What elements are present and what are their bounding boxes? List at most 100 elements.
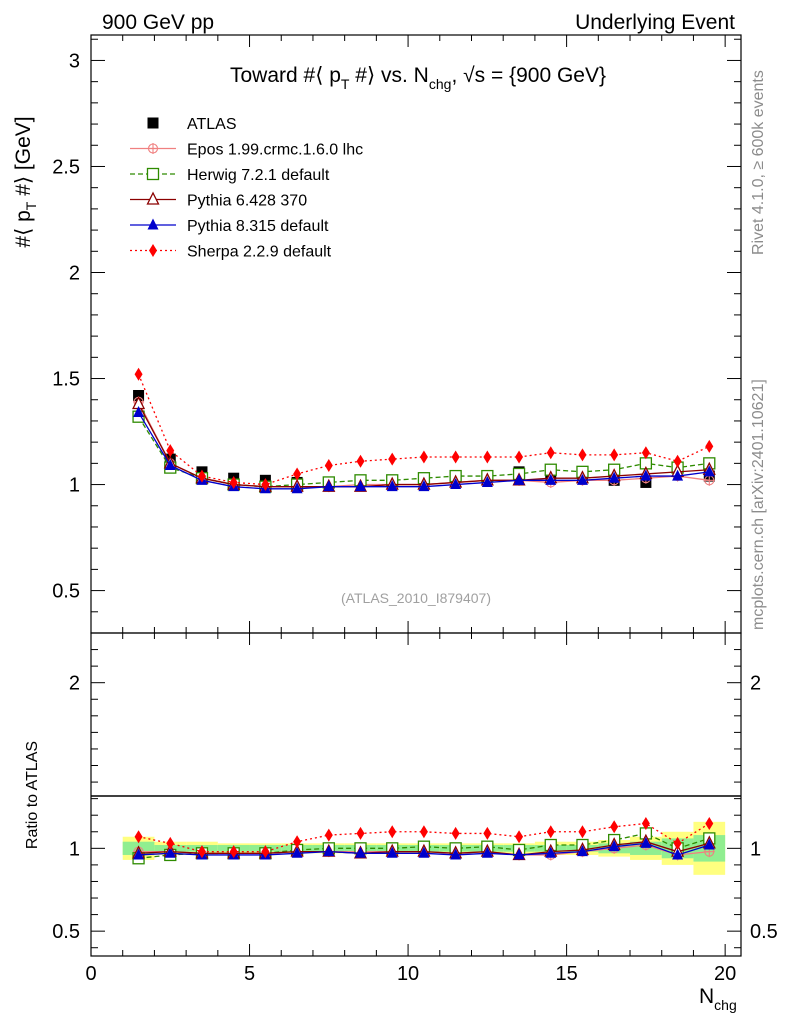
- data-point: [515, 830, 524, 844]
- main-title-a: Toward #⟨ p: [230, 64, 341, 87]
- data-point: [578, 825, 587, 839]
- main-series-4: [133, 405, 715, 494]
- ratio-y-tick-labels: 0.5 0.5 1 1 2 2: [52, 673, 778, 943]
- data-point: [324, 828, 333, 842]
- header-right: Underlying Event: [575, 11, 735, 34]
- legend-marker: [146, 191, 160, 205]
- x-tick-label: 20: [714, 963, 736, 985]
- data-point: [197, 469, 206, 483]
- data-point: [229, 475, 238, 489]
- legend: ATLAS Epos 1.99.crmc.1.6.0 lhc Herwig 7.2.…: [130, 116, 363, 261]
- main-title-c: ,: [451, 64, 463, 87]
- data-point: [134, 830, 143, 844]
- data-point: [133, 848, 145, 860]
- data-point: [703, 465, 715, 477]
- data-point: [419, 825, 428, 839]
- data-point: [672, 848, 684, 860]
- data-point: [386, 846, 398, 858]
- main-series-group: [132, 367, 716, 494]
- main-title-b-sub: chg: [429, 76, 452, 92]
- data-point: [323, 845, 335, 857]
- ratio-series-4: [134, 816, 714, 859]
- data-point: [386, 480, 398, 492]
- legend-marker: [147, 218, 159, 230]
- data-point: [388, 825, 397, 839]
- data-point: [134, 367, 143, 381]
- legend-label: Pythia 6.428 370: [187, 193, 307, 210]
- data-point: [705, 439, 714, 453]
- y-tick-label: 0.5: [52, 581, 80, 603]
- data-point: [640, 469, 652, 481]
- x-tick-label: 15: [555, 963, 577, 985]
- legend-item: Epos 1.99.crmc.1.6.0 lhc: [130, 142, 363, 159]
- ratio-y-tick-label-left: 1: [69, 838, 80, 860]
- data-point: [133, 389, 145, 401]
- x-tick-labels: 0 5 10 15 20: [85, 963, 736, 985]
- rivet-label: Rivet 4.1.0, ≥ 600k events: [750, 70, 767, 255]
- main-title-a-sub: T: [341, 76, 350, 92]
- main-ylabel-a: #⟨ p: [12, 210, 35, 247]
- data-point: [166, 836, 175, 850]
- x-axis-label-sub: chg: [714, 997, 737, 1013]
- data-point: [481, 846, 493, 858]
- ratio-frame: [90, 632, 742, 957]
- ratio-y-tick-label-left: 0.5: [52, 921, 80, 943]
- main-y-tick-labels: 0.5 1 1.5 2 2.5 3: [52, 50, 80, 602]
- main-ylabel-b: #⟩ [GeV]: [12, 116, 35, 201]
- data-point: [513, 848, 525, 860]
- ratio-y-tick-label-right: 0.5: [750, 921, 778, 943]
- header-left: 900 GeV pp: [102, 11, 214, 34]
- legend-label: Sherpa 2.2.9 default: [187, 244, 332, 261]
- data-point: [481, 475, 493, 487]
- legend-item: Sherpa 2.2.9 default: [130, 244, 332, 261]
- data-point: [515, 450, 524, 464]
- data-point: [703, 838, 715, 850]
- data-point: [164, 458, 176, 470]
- legend-item: ATLAS: [147, 116, 237, 133]
- ratio-ylabel: Ratio to ATLAS: [24, 741, 41, 849]
- data-point: [640, 836, 652, 848]
- data-point: [291, 482, 303, 494]
- data-point: [608, 471, 620, 483]
- data-point: [133, 405, 145, 417]
- main-series-5: [134, 367, 714, 492]
- data-point: [418, 846, 430, 858]
- data-point: [261, 478, 270, 492]
- data-point: [261, 845, 270, 859]
- main-title-sqrt: √: [463, 64, 475, 87]
- main-title: Toward #⟨ pT #⟩ vs. Nchg, √s = {900 GeV}: [230, 64, 606, 92]
- data-point: [451, 826, 460, 840]
- ratio-series-group: [132, 816, 716, 865]
- main-ylabel-sub: T: [23, 201, 39, 210]
- data-point: [673, 454, 682, 468]
- ratio-y-tick-label-left: 2: [69, 673, 80, 695]
- data-point: [578, 448, 587, 462]
- legend-label: Pythia 8.315 default: [187, 218, 329, 235]
- data-point: [545, 473, 557, 485]
- data-point: [388, 452, 397, 466]
- y-tick-label: 2: [69, 263, 80, 285]
- ratio-y-tick-label-right: 2: [750, 673, 761, 695]
- data-point: [610, 820, 619, 834]
- ratio-axis-ticks: [90, 632, 741, 956]
- legend-item: Herwig 7.2.1 default: [130, 167, 330, 184]
- mcplots-label: mcplots.cern.ch [arXiv:2401.10621]: [750, 379, 767, 630]
- y-tick-label: 1.5: [52, 369, 80, 391]
- data-point: [291, 846, 303, 858]
- ratio-panel: 0.5 0.5 1 1 2 2 Ratio to ATLAS 0 5 10 15 20 Nchg: [24, 632, 778, 1013]
- legend-marker: [147, 143, 159, 154]
- y-tick-label: 2.5: [52, 156, 80, 178]
- ratio-y-tick-label-right: 1: [750, 838, 761, 860]
- data-point: [451, 450, 460, 464]
- y-tick-label: 3: [69, 50, 80, 72]
- data-point: [576, 473, 588, 485]
- data-point: [293, 835, 302, 849]
- data-point: [672, 469, 684, 481]
- watermark: (ATLAS_2010_I879407): [341, 590, 491, 606]
- data-point: [419, 450, 428, 464]
- x-tick-label: 5: [244, 963, 255, 985]
- main-title-b: #⟩ vs. N: [349, 64, 428, 87]
- data-point: [545, 846, 557, 858]
- data-point: [513, 473, 525, 485]
